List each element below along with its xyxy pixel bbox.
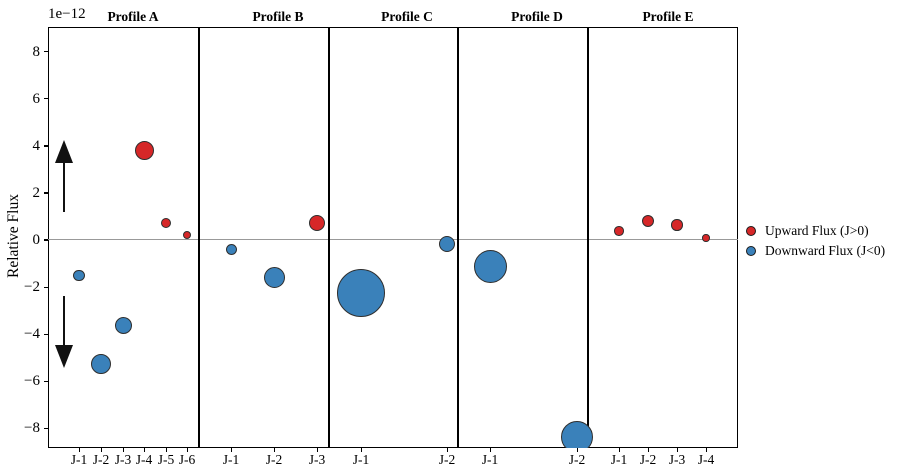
data-point-downward	[561, 420, 593, 448]
x-tick-mark	[316, 448, 318, 452]
x-tick-label: J-1	[222, 452, 240, 467]
x-tick-label: J-2	[568, 452, 586, 467]
up-arrow-icon	[55, 140, 73, 163]
panel-divider	[328, 27, 330, 448]
x-tick-mark	[186, 448, 188, 452]
y-tick-label: 8	[32, 43, 41, 60]
y-tick-mark	[44, 286, 48, 288]
data-point-upward	[183, 230, 191, 239]
x-tick-mark	[676, 448, 678, 452]
x-tick-mark	[647, 448, 649, 452]
x-tick-label: J-3	[114, 452, 132, 467]
y-tick-mark	[44, 380, 48, 383]
x-tick-mark	[489, 448, 491, 452]
panel-title: Profile B	[252, 9, 304, 24]
panel-title: Profile C	[381, 9, 433, 24]
x-tick-mark	[165, 448, 167, 452]
panel-title: Profile E	[642, 9, 694, 24]
y-tick-mark	[44, 192, 48, 194]
x-tick-mark	[360, 448, 362, 452]
x-tick-label: J-2	[438, 452, 456, 467]
panel-divider	[198, 27, 200, 448]
x-tick-mark	[576, 448, 578, 452]
y-tick-label: −8	[24, 420, 40, 437]
data-point-upward	[134, 140, 154, 160]
y-tick-label: −4	[24, 326, 40, 343]
x-tick-label: J-1	[352, 452, 370, 467]
flux-direction-arrows	[55, 140, 73, 368]
x-tick-mark	[78, 448, 80, 452]
y-tick-mark	[44, 427, 48, 430]
data-point-downward	[473, 250, 507, 284]
y-tick-mark	[44, 239, 48, 241]
data-point-downward	[439, 235, 455, 252]
x-tick-label: J-1	[481, 452, 499, 467]
y-tick-label: 0	[32, 231, 41, 248]
y-tick-mark	[44, 51, 48, 53]
x-tick-mark	[618, 448, 620, 452]
down-arrow-icon	[55, 345, 73, 368]
data-point-upward	[161, 218, 171, 229]
x-tick-label: J-3	[308, 452, 326, 467]
panel-title: Profile A	[107, 9, 159, 24]
data-point-downward	[114, 317, 132, 335]
data-point-upward	[641, 214, 655, 228]
x-tick-label: J-5	[157, 452, 175, 467]
x-tick-label: J-6	[178, 452, 196, 467]
panel-title: Profile D	[511, 9, 563, 24]
x-tick-label: J-2	[92, 452, 110, 467]
data-point-upward	[309, 214, 325, 231]
y-tick-mark	[44, 98, 48, 100]
x-tick-mark	[143, 448, 145, 452]
x-tick-label: J-4	[135, 452, 153, 467]
y-axis-offset-text: 1e−12	[48, 6, 86, 22]
legend-item-downward-flux: Downward Flux (J<0)	[746, 243, 885, 259]
data-point-downward	[225, 244, 237, 256]
zero-flux-line	[48, 239, 738, 241]
downward-flux-marker-icon	[746, 246, 756, 256]
y-tick-mark	[44, 333, 48, 335]
upward-flux-marker-icon	[746, 226, 756, 236]
legend-item-upward-flux: Upward Flux (J>0)	[746, 223, 885, 239]
panel-divider	[457, 27, 459, 448]
x-tick-label: J-2	[265, 452, 283, 467]
data-point-downward	[91, 353, 111, 374]
y-tick-mark	[44, 145, 48, 147]
y-tick-label: 6	[32, 90, 41, 107]
legend-label: Downward Flux (J<0)	[765, 243, 886, 258]
data-point-upward	[702, 234, 710, 242]
x-tick-mark	[273, 448, 275, 452]
legend-label: Upward Flux (J>0)	[765, 223, 869, 238]
legend: Upward Flux (J>0) Downward Flux (J<0)	[746, 223, 885, 259]
x-tick-label: J-1	[70, 452, 88, 467]
data-point-upward	[671, 219, 683, 231]
x-tick-label: J-4	[697, 452, 715, 467]
x-tick-mark	[705, 448, 707, 452]
data-point-downward	[73, 269, 85, 281]
y-tick-label: 4	[32, 137, 41, 154]
y-tick-label: −2	[24, 279, 40, 296]
data-point-downward	[337, 268, 385, 317]
x-tick-label: J-2	[639, 452, 657, 467]
x-tick-label: J-1	[610, 452, 628, 467]
x-tick-mark	[446, 448, 448, 452]
data-point-upward	[614, 226, 624, 236]
plot-area	[48, 27, 738, 448]
x-tick-label: J-3	[668, 452, 686, 467]
x-tick-mark	[122, 448, 124, 452]
x-tick-mark	[230, 448, 232, 452]
y-tick-label: −6	[24, 373, 40, 390]
x-tick-mark	[100, 448, 102, 452]
data-point-downward	[263, 267, 285, 289]
panel-divider	[587, 27, 589, 448]
y-tick-label: 2	[32, 184, 41, 201]
plot-area-border	[48, 27, 738, 448]
